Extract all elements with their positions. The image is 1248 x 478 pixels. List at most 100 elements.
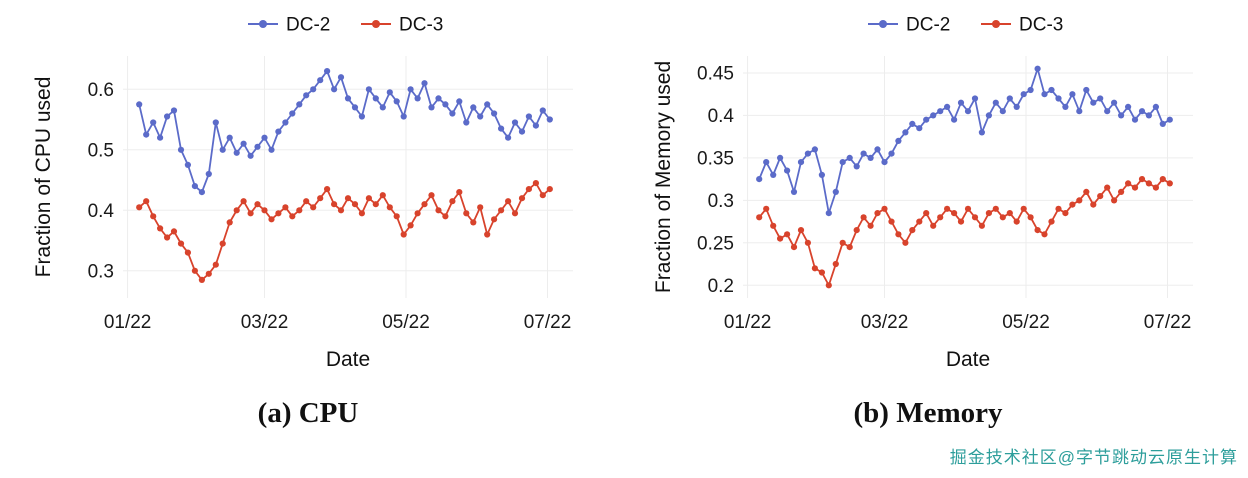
dc-2-data-point — [999, 108, 1006, 115]
dc-2-data-point — [331, 86, 338, 93]
cpu-caption: (a) CPU — [257, 397, 359, 429]
dc-3-data-point — [505, 198, 512, 205]
dc-2-data-point — [964, 108, 972, 115]
dc-3-data-point — [790, 244, 798, 251]
dc-2-data-point — [240, 140, 247, 147]
dc-3-data-point — [296, 207, 303, 214]
dc-2-data-point — [1027, 86, 1034, 94]
dc-2-data-point — [1041, 91, 1048, 98]
dc-2-data-point — [511, 119, 519, 126]
dc-2-data-point — [1020, 91, 1027, 98]
dc-2-data-point — [449, 110, 456, 117]
dc-2-data-point — [867, 154, 874, 161]
dc-3-data-point — [811, 265, 818, 272]
legend-label: DC-3 — [1019, 15, 1063, 36]
legend-label: DC-2 — [906, 15, 950, 36]
dc-3-data-point — [1034, 227, 1041, 234]
dc-3-data-point — [853, 227, 860, 234]
dc-3-data-point — [191, 267, 198, 274]
dc-2-data-point — [393, 98, 400, 105]
dc-2-data-point — [957, 99, 965, 106]
dc-2-data-point — [832, 188, 839, 195]
dc-2-data-point — [456, 98, 463, 105]
dc-3-data-point — [463, 210, 470, 217]
y-tick-label: 0.4 — [708, 106, 735, 127]
dc-3-data-point — [1159, 176, 1166, 183]
dc-3-data-point — [198, 276, 205, 283]
dc-2-data-point — [985, 112, 992, 119]
dc-2-data-point — [212, 119, 219, 126]
dc-3-data-point — [435, 207, 442, 214]
dc-2-data-point — [143, 131, 150, 138]
dc-2-data-point — [1152, 103, 1159, 110]
dc-3-data-point — [484, 231, 491, 238]
dc-2-data-point — [777, 154, 784, 161]
dc-3-data-point — [379, 192, 386, 199]
dc-2-data-point — [170, 107, 178, 114]
dc-2-data-point — [1131, 116, 1139, 123]
dc-2-data-point — [351, 104, 359, 111]
dc-2-data-point — [498, 125, 505, 132]
dc-2-data-point — [770, 171, 777, 178]
y-tick-label: 0.45 — [697, 64, 734, 85]
dc-2-data-point — [811, 146, 818, 153]
dc-2-data-point — [1111, 99, 1118, 106]
x-tick-label: 07/22 — [524, 312, 572, 333]
dc-3-data-point — [136, 204, 143, 211]
y-tick-label: 0.3 — [708, 191, 734, 212]
dc-3-data-point — [804, 239, 811, 246]
dc-2-data-point — [1055, 95, 1062, 102]
dc-3-data-point — [867, 222, 874, 229]
dc-2-data-point — [372, 95, 379, 102]
legend-label: DC-3 — [399, 15, 443, 36]
cpu-chart: 0.3 0.4 0.5 0.6 01/22 03/22 05/22 07/22 Fraction… — [32, 15, 573, 371]
dc-2-data-point — [825, 210, 832, 217]
dc-2-data-point — [1048, 86, 1055, 94]
dc-2-data-point — [421, 80, 428, 87]
dc-2-data-point — [226, 134, 233, 141]
dc-3-data-point — [261, 207, 268, 214]
dc-2-data-point — [1138, 108, 1146, 115]
legend-marker — [259, 20, 267, 28]
dc-2-data-point — [442, 101, 449, 108]
dc-3-data-point — [1152, 184, 1159, 191]
dc-3-data-point — [525, 186, 532, 193]
dc-2-data-point — [937, 108, 944, 115]
dc-2-data-point — [784, 167, 791, 174]
dc-3-data-point — [184, 249, 191, 256]
dc-3-data-point — [1083, 188, 1090, 195]
dc-2-series-line — [758, 65, 1171, 214]
dc-2-data-point — [525, 113, 532, 120]
dc-2-data-point — [477, 113, 484, 120]
dc-3-data-point — [1111, 197, 1118, 204]
dc-2-data-point — [1006, 95, 1013, 102]
y-tick-label: 0.3 — [88, 261, 114, 282]
dc-2-data-point — [157, 134, 164, 141]
dc-2-data-point — [268, 146, 275, 153]
dc-3-data-point — [498, 207, 505, 214]
dc-2-data-point — [303, 92, 310, 99]
dc-3-data-point — [539, 192, 546, 199]
dc-3-data-point — [1069, 201, 1076, 208]
dc-3-data-point — [978, 222, 985, 229]
dc-3-data-point — [400, 231, 407, 238]
dc-3-data-point — [310, 204, 317, 211]
dc-2-data-point — [923, 116, 930, 123]
dc-3-data-point — [428, 192, 435, 199]
dc-3-data-point — [1166, 180, 1173, 187]
dc-2-data-point — [944, 103, 951, 110]
x-axis-label: Date — [326, 348, 370, 371]
dc-2-data-point — [539, 107, 546, 114]
dc-2-data-point — [916, 125, 923, 132]
dc-3-data-point — [971, 214, 979, 221]
dc-2-data-point — [205, 170, 212, 178]
dc-3-data-point — [470, 219, 477, 226]
dc-3-data-point — [477, 204, 484, 211]
dc-2-data-point — [853, 163, 860, 170]
dc-2-data-point — [532, 122, 539, 129]
dc-3-data-point — [219, 240, 226, 247]
legend-marker — [879, 20, 887, 28]
y-tick-label: 0.35 — [697, 148, 734, 169]
dc-3-data-point — [1104, 184, 1111, 191]
